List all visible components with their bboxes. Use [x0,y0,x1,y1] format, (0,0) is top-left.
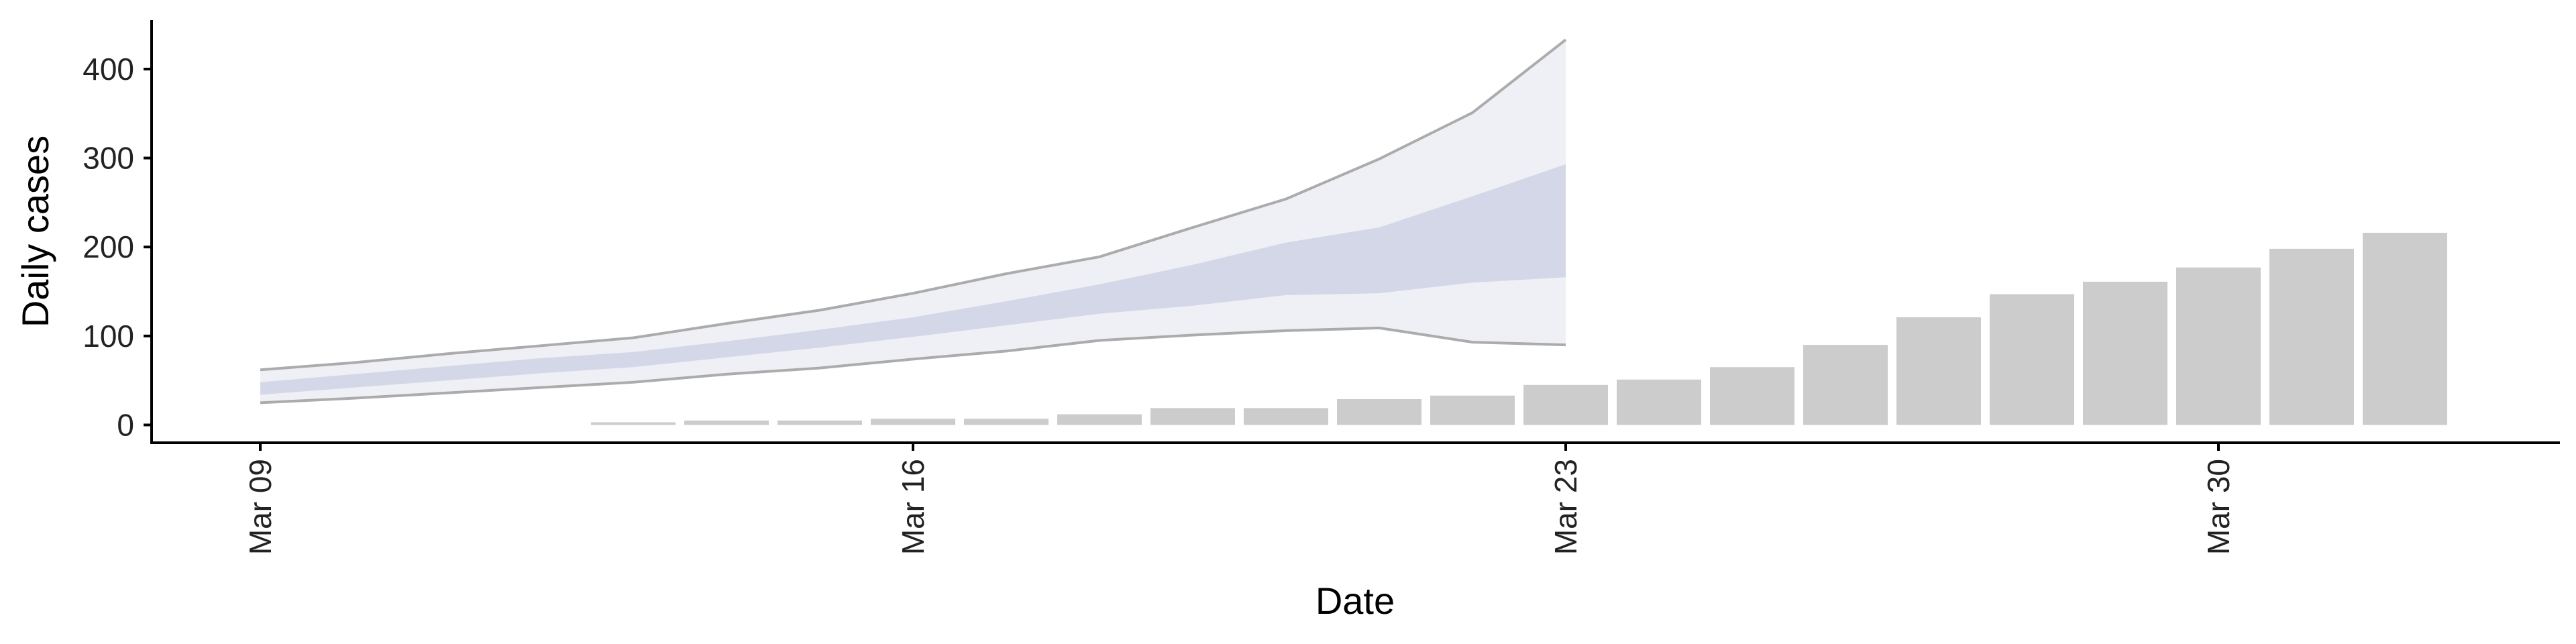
bar [1337,399,1421,425]
bar [1057,414,1142,425]
forecast-outer-lines [260,38,1567,405]
y-ticks: 0 100 200 300 400 [83,52,152,442]
bar [684,420,769,425]
bar [1990,294,2074,425]
bar [2269,248,2354,425]
y-tick-label: 200 [83,229,134,264]
forecast-inner-band [260,164,1566,395]
x-tick-label: Mar 16 [896,459,930,555]
forecast-bands [260,40,1566,403]
bar [2176,267,2261,425]
bar [1523,384,1608,425]
y-axis-title: Daily cases [14,136,56,327]
bar [591,422,676,425]
bar [871,419,955,425]
bar [777,420,862,425]
bar [2363,232,2447,425]
forecast-lower-line [260,326,1566,405]
x-tick-label: Mar 09 [243,459,278,555]
bar [1617,379,1701,425]
y-tick-label: 100 [83,319,134,354]
bar [1896,317,1981,425]
bar [1803,345,1888,425]
bar [1710,367,1794,425]
bar [2083,281,2167,425]
x-tick-label: Mar 23 [1548,459,1583,555]
y-tick-label: 0 [117,407,134,442]
forecast-upper-line [260,38,1567,372]
y-tick-label: 400 [83,52,134,87]
bar [1430,395,1515,425]
forecast-outer-band [260,40,1566,403]
axes [150,20,2560,444]
x-tick-label: Mar 30 [2201,459,2236,555]
case-bars [591,232,2447,425]
y-tick-label: 300 [83,141,134,176]
bar [1150,408,1235,425]
x-ticks: Mar 09 Mar 16 Mar 23 Mar 30 [243,443,2236,555]
bar [964,419,1049,425]
x-axis-title: Date [1316,580,1395,622]
bar [1244,408,1328,425]
